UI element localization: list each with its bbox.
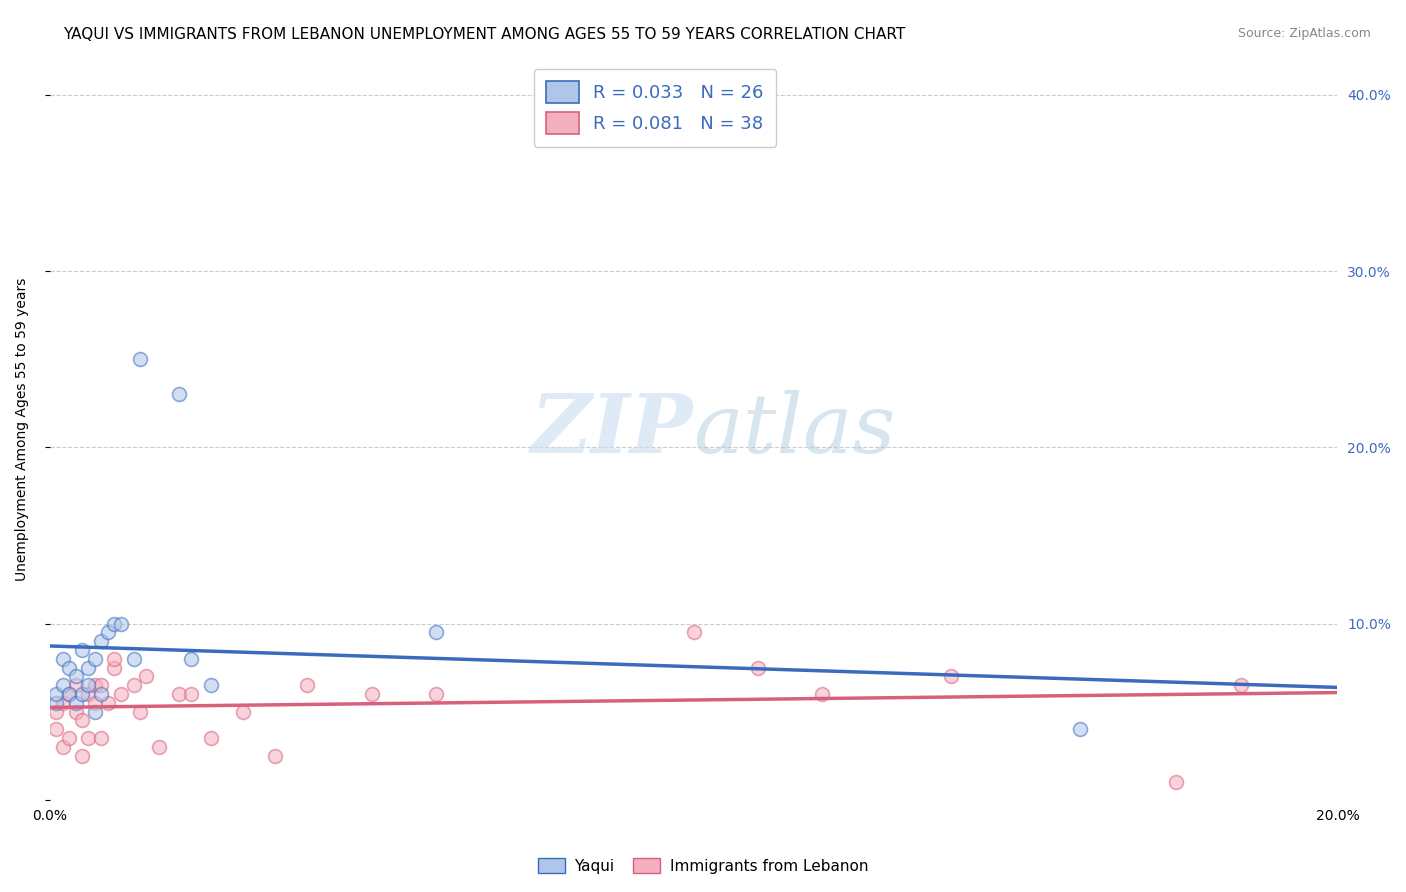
Point [811,687,834,701]
Point [97,625,120,640]
Legend: R = 0.033   N = 26, R = 0.081   N = 38: R = 0.033 N = 26, R = 0.081 N = 38 [534,69,776,147]
Y-axis label: Unemployment Among Ages 55 to 59 years: Unemployment Among Ages 55 to 59 years [15,278,30,582]
Point [264,748,287,763]
Point [103,660,125,674]
Point [90,678,112,692]
Point [360,687,382,701]
Point [83,678,105,692]
Point [122,652,145,666]
Point [70,714,93,728]
Point [83,652,105,666]
Point [70,687,93,701]
Point [52,678,75,692]
Point [200,731,222,745]
Point [58,731,80,745]
Point [65,696,87,710]
Point [122,678,145,692]
Point [97,696,120,710]
Point [129,352,152,367]
Point [83,696,105,710]
Point [83,705,105,719]
Point [58,660,80,674]
Text: atlas: atlas [693,390,896,470]
Point [682,625,704,640]
Point [45,696,67,710]
Point [77,687,100,701]
Point [103,652,125,666]
Point [52,739,75,754]
Point [297,678,319,692]
Point [148,739,170,754]
Point [180,652,202,666]
Point [200,678,222,692]
Legend: Yaqui, Immigrants from Lebanon: Yaqui, Immigrants from Lebanon [531,852,875,880]
Point [90,731,112,745]
Point [90,687,112,701]
Point [58,687,80,701]
Point [70,643,93,657]
Point [1230,678,1253,692]
Text: YAQUI VS IMMIGRANTS FROM LEBANON UNEMPLOYMENT AMONG AGES 55 TO 59 YEARS CORRELAT: YAQUI VS IMMIGRANTS FROM LEBANON UNEMPLO… [63,27,905,42]
Point [167,687,190,701]
Point [45,687,67,701]
Point [1069,723,1091,737]
Point [939,669,962,683]
Text: Source: ZipAtlas.com: Source: ZipAtlas.com [1237,27,1371,40]
Point [70,748,93,763]
Point [52,652,75,666]
Point [167,387,190,401]
Point [65,678,87,692]
Point [103,616,125,631]
Point [65,705,87,719]
Text: ZIP: ZIP [531,390,693,470]
Point [232,705,254,719]
Point [58,687,80,701]
Point [425,625,447,640]
Point [45,723,67,737]
Point [90,634,112,648]
Point [1166,775,1188,789]
Point [135,669,157,683]
Point [52,696,75,710]
Point [425,687,447,701]
Point [110,616,132,631]
Point [180,687,202,701]
Point [45,705,67,719]
Point [65,669,87,683]
Point [77,678,100,692]
Point [77,731,100,745]
Point [747,660,769,674]
Point [77,660,100,674]
Point [110,687,132,701]
Point [129,705,152,719]
